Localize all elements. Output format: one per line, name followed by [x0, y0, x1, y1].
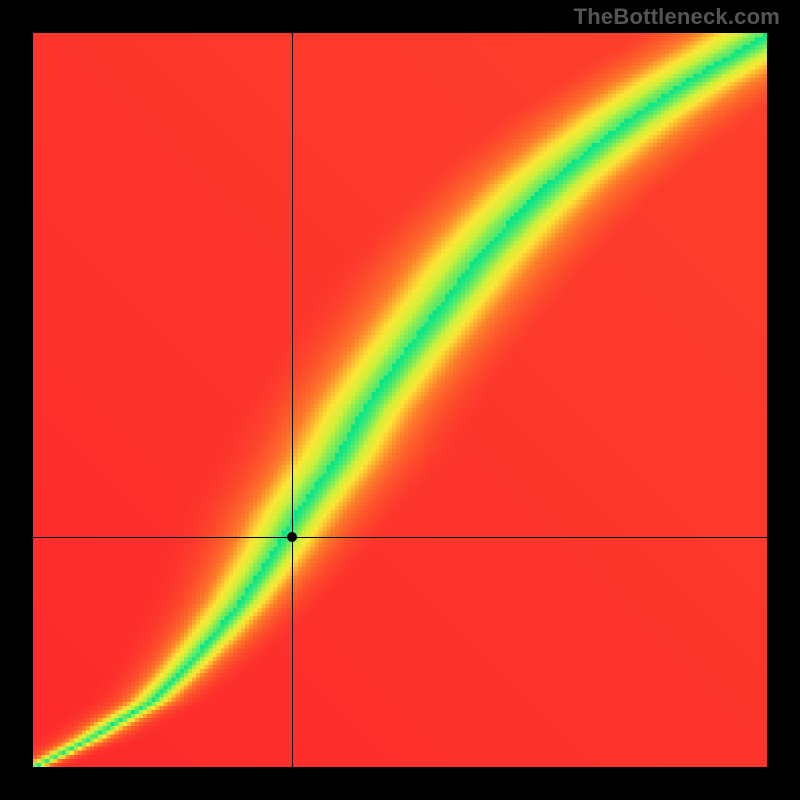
heatmap-plot — [33, 33, 767, 767]
heatmap-canvas — [33, 33, 767, 767]
crosshair-horizontal — [33, 537, 767, 538]
attribution-label: TheBottleneck.com — [574, 4, 780, 30]
outer-frame: TheBottleneck.com — [0, 0, 800, 800]
crosshair-vertical — [292, 33, 293, 767]
